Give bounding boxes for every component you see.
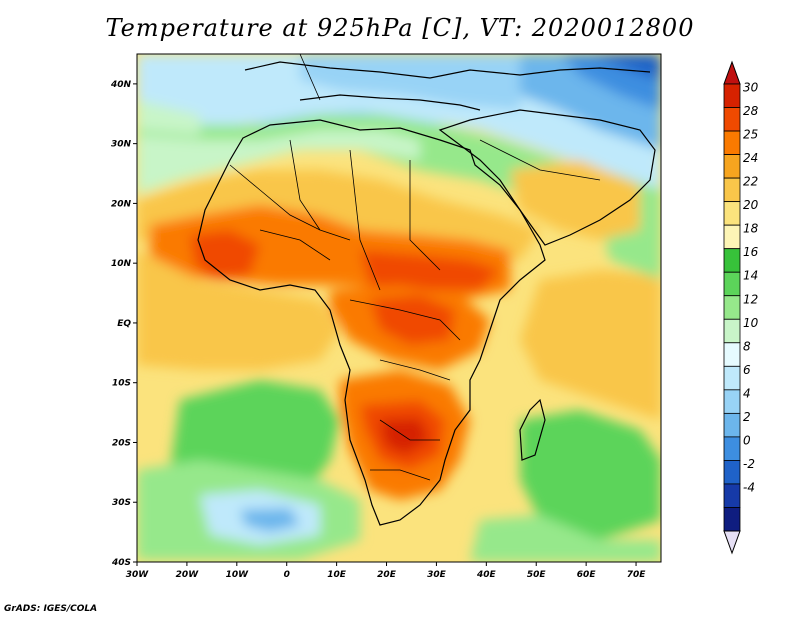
colorbar-label: 24 (743, 151, 758, 165)
colorbar-segment (723, 271, 741, 297)
longitude-axis: 30W 20W 10W 0 10E 20E 30E 40E 50E 60E 70E (126, 562, 646, 580)
colorbar-segment (723, 224, 741, 250)
colorbar-segment (723, 460, 741, 485)
colorbar-label: 18 (743, 222, 759, 236)
colorbar-segment (723, 412, 741, 438)
coastlines (197, 61, 656, 526)
country-borders (229, 54, 601, 481)
colorbar-label: 16 (743, 245, 759, 259)
colorbar-top-triangle (723, 60, 741, 85)
lat-tick-label: 30N (111, 140, 132, 150)
temperature-field (137, 54, 661, 562)
lat-tick-label: 40N (110, 80, 132, 90)
lon-tick-label: 60E (577, 570, 597, 580)
colorbar-segment (723, 483, 741, 508)
lon-tick-label: 50E (527, 570, 547, 580)
lon-tick-label: 10W (226, 570, 250, 580)
colorbar-segment (723, 130, 741, 155)
colorbar-label: 6 (743, 363, 751, 377)
lon-tick-label: 70E (627, 570, 647, 580)
lat-tick-label: 10S (112, 379, 131, 389)
colorbar-segment (723, 295, 741, 320)
colorbar-label: 22 (743, 175, 758, 189)
colorbar-segment (723, 177, 741, 203)
colorbar-segment (723, 83, 741, 108)
lon-tick-label: 10E (327, 570, 347, 580)
colorbar-label: 8 (743, 339, 751, 353)
colorbar-segment (723, 436, 741, 461)
colorbar-segment (723, 507, 741, 532)
colorbar-label: 14 (743, 269, 758, 283)
colorbar-segment (723, 318, 741, 344)
map-frame (136, 53, 662, 563)
colorbar-label: 28 (743, 104, 759, 118)
colorbar-label: 4 (743, 386, 751, 400)
colorbar-segment (723, 154, 741, 179)
map-title: Temperature at 925hPa [C], VT: 202001280… (105, 14, 695, 42)
lon-tick-label: 30E (427, 570, 447, 580)
lon-tick-label: 0 (284, 570, 290, 580)
grads-credit: GrADS: IGES/COLA (4, 604, 98, 614)
colorbar-segment (723, 201, 741, 226)
colorbar-label: 12 (743, 292, 758, 306)
colorbar-label: -4 (743, 480, 755, 494)
colorbar-label: 0 (743, 433, 751, 447)
lat-tick-label: 40S (111, 558, 131, 568)
lon-tick-label: 20W (176, 570, 200, 580)
lon-tick-label: 20E (377, 570, 397, 580)
lat-tick-label: 10N (111, 259, 132, 269)
lat-tick-label: 30S (112, 498, 131, 508)
colorbar-segment (723, 389, 741, 414)
lon-tick-label: 30W (126, 570, 150, 580)
lon-tick-label: 40E (476, 570, 497, 580)
colorbar-segment (723, 248, 741, 273)
colorbar-segment (723, 365, 741, 391)
lat-tick-label: 20N (111, 199, 132, 209)
lat-tick-label: EQ (117, 319, 131, 329)
colorbar-segment (723, 107, 741, 132)
colorbar-label: 30 (743, 81, 759, 95)
colorbar-label: 2 (743, 410, 751, 424)
colorbar-label: 10 (743, 316, 759, 330)
colorbar-label: -2 (743, 457, 755, 471)
colorbar-label: 20 (743, 198, 759, 212)
colorbar-label: 25 (743, 128, 758, 142)
lat-tick-label: 20S (112, 438, 131, 448)
colorbar-bottom-triangle (723, 530, 741, 555)
latitude-axis: 40N 30N 20N 10N EQ 10S 20S 30S 40S (110, 80, 137, 568)
colorbar-segment (723, 342, 741, 367)
